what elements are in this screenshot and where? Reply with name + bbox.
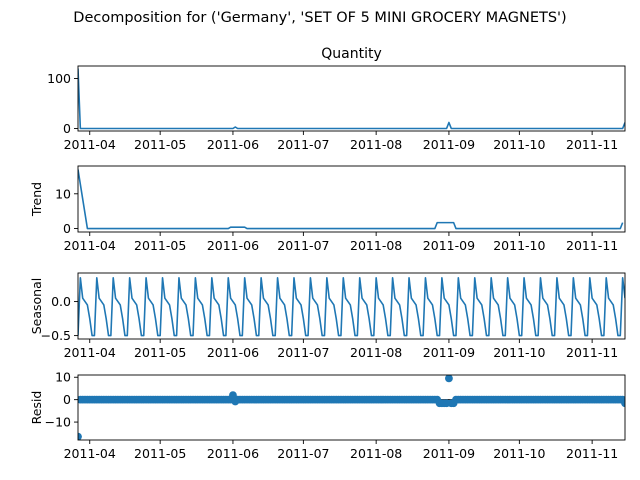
panel-seasonal: −0.5 0.0 2011-04 2011-05 2011-06 2011-07 2011-… [29, 272, 626, 360]
axes-frame-observed [77, 65, 626, 132]
xtick-label: 2011-11 [566, 238, 618, 253]
ytick-label: 0 [63, 121, 71, 136]
xtick-label: 2011-05 [134, 345, 186, 360]
xtick-label: 2011-09 [423, 345, 475, 360]
ytick-label: 0 [63, 392, 71, 407]
xtick-label: 2011-08 [350, 446, 402, 461]
panel-observed: 0 100 2011-04 2011-05 2011-06 2011-07 2011-08 2… [47, 46, 626, 152]
xtick-label: 2011-04 [64, 137, 116, 152]
ytick-label: −0.5 [41, 328, 71, 343]
ytick-label: 10 [55, 370, 71, 385]
xtick-label: 2011-06 [207, 238, 259, 253]
xtick-label: 2011-06 [207, 345, 259, 360]
ylabel-resid: Resid [29, 391, 44, 425]
xtick-label: 2011-11 [566, 446, 618, 461]
xtick-label: 2011-05 [134, 137, 186, 152]
xtick-label: 2011-10 [493, 238, 545, 253]
plot-area-trend [78, 169, 624, 230]
xtick-label: 2011-07 [277, 345, 329, 360]
xtick-label: 2011-06 [207, 137, 259, 152]
plot-area-observed [78, 68, 625, 130]
figure-suptitle: Decomposition for ('Germany', 'SET OF 5 … [73, 10, 566, 26]
plot-area-resid [78, 375, 625, 440]
resid-point [621, 399, 625, 408]
ytick-label: 0 [63, 221, 71, 236]
xtick-label: 2011-07 [277, 446, 329, 461]
xtick-label: 2011-07 [277, 137, 329, 152]
panel-title: Quantity [321, 46, 382, 62]
axes-frame-seasonal [77, 272, 626, 340]
panel-trend: 0 10 2011-04 2011-05 2011-06 2011-07 2011-08 20… [29, 165, 626, 253]
resid-point [78, 432, 82, 440]
plot-area-seasonal [78, 276, 625, 337]
resid-point [445, 375, 453, 383]
xtick-label: 2011-08 [350, 137, 402, 152]
ytick-label: 0.0 [51, 294, 71, 309]
xtick-label: 2011-07 [277, 238, 329, 253]
resid-point [449, 399, 458, 408]
xtick-label: 2011-11 [566, 137, 618, 152]
series-line-seasonal [78, 276, 625, 337]
xtick-label: 2011-04 [64, 238, 116, 253]
xtick-label: 2011-10 [493, 345, 545, 360]
series-line-observed [78, 68, 625, 130]
axes-frame-resid [77, 374, 626, 441]
resid-point [229, 391, 237, 400]
axes-frame-trend [77, 165, 626, 233]
ylabel-trend: Trend [29, 182, 44, 217]
xtick-label: 2011-10 [493, 446, 545, 461]
xtick-label: 2011-05 [134, 446, 186, 461]
ytick-label: −10 [45, 415, 71, 430]
xtick-label: 2011-09 [423, 238, 475, 253]
xtick-label: 2011-09 [423, 137, 475, 152]
xtick-label: 2011-05 [134, 238, 186, 253]
xtick-label: 2011-10 [493, 137, 545, 152]
xtick-label: 2011-08 [350, 345, 402, 360]
xtick-label: 2011-06 [207, 446, 259, 461]
resid-point [231, 397, 240, 406]
panel-resid: −10 0 10 2011-04 2011-05 2011-06 2011-07 2011-0… [29, 370, 626, 461]
ytick-label: 100 [47, 71, 71, 86]
series-line-trend [78, 169, 624, 230]
ytick-label: 10 [55, 186, 71, 201]
xtick-label: 2011-04 [64, 446, 116, 461]
xtick-label: 2011-04 [64, 345, 116, 360]
xtick-label: 2011-08 [350, 238, 402, 253]
xtick-label: 2011-09 [423, 446, 475, 461]
ylabel-seasonal: Seasonal [29, 278, 44, 335]
xtick-label: 2011-11 [566, 345, 618, 360]
